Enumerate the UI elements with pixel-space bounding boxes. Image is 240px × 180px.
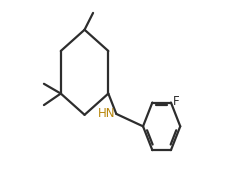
Text: F: F [173, 95, 180, 108]
Text: HN: HN [97, 107, 115, 120]
